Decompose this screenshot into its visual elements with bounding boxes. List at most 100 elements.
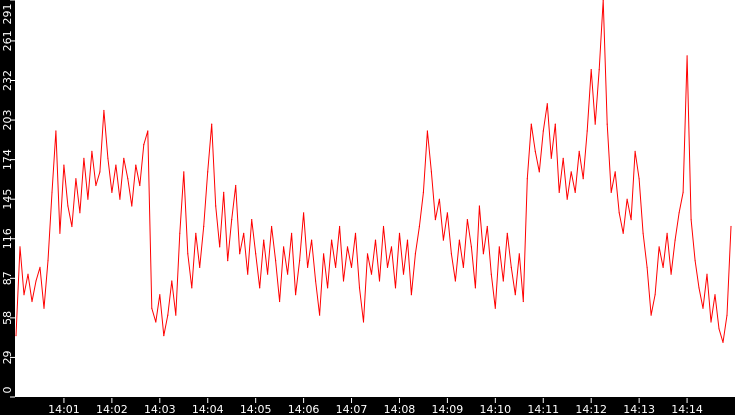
data-point <box>183 171 185 173</box>
data-point <box>714 294 716 296</box>
data-point <box>466 219 468 221</box>
data-point <box>410 294 412 296</box>
x-tick-label: 14:06 <box>288 403 320 415</box>
data-point <box>275 260 277 262</box>
plot-area <box>15 0 735 397</box>
x-axis: 14:01 14:02 14:03 14:04 14:05 14:06 14:07 14:08… <box>48 398 703 415</box>
data-point <box>39 266 41 268</box>
data-point <box>678 212 680 214</box>
data-point <box>530 123 532 125</box>
data-point <box>267 273 269 275</box>
data-point <box>143 144 145 146</box>
data-point <box>582 178 584 180</box>
y-tick-label: 0 <box>1 387 14 394</box>
data-point <box>271 225 273 228</box>
data-point <box>15 335 17 337</box>
data-point <box>346 246 349 248</box>
data-point <box>490 273 492 275</box>
data-point <box>47 260 49 262</box>
data-point <box>630 219 632 221</box>
data-point <box>51 191 53 193</box>
data-point <box>558 191 560 193</box>
data-point <box>55 130 57 132</box>
data-point <box>654 294 656 296</box>
data-point <box>83 157 85 159</box>
data-point <box>494 307 496 309</box>
data-point <box>227 260 229 262</box>
data-point <box>694 260 696 262</box>
data-point <box>339 225 341 228</box>
y-tick-label: 29 <box>1 350 14 364</box>
data-point <box>598 69 600 71</box>
data-point <box>303 212 305 214</box>
x-tick-label: 14:04 <box>192 403 224 415</box>
data-point <box>103 109 105 112</box>
data-point <box>634 150 636 152</box>
data-point <box>243 232 245 234</box>
data-point <box>255 253 257 255</box>
x-tick-label: 14:02 <box>96 403 128 415</box>
data-point <box>115 164 117 166</box>
data-point <box>546 103 548 105</box>
data-point <box>354 232 357 234</box>
data-point <box>19 246 21 248</box>
data-point <box>390 246 393 248</box>
x-tick-label: 14:01 <box>48 403 80 415</box>
data-point <box>574 191 576 193</box>
data-point <box>706 273 708 275</box>
y-tick-label: 203 <box>1 110 14 131</box>
data-point <box>31 300 33 303</box>
data-point <box>610 191 612 193</box>
data-point <box>163 335 165 337</box>
data-point <box>283 246 285 248</box>
y-tick-label: 58 <box>1 311 14 325</box>
data-point <box>59 232 61 234</box>
data-point <box>95 184 97 187</box>
data-point <box>79 212 81 214</box>
data-point <box>235 184 237 187</box>
data-point <box>534 150 536 152</box>
data-point <box>203 225 205 228</box>
data-point <box>434 219 436 221</box>
data-point <box>131 205 133 207</box>
data-point <box>171 280 173 282</box>
data-point <box>674 239 676 241</box>
data-point <box>335 266 337 268</box>
data-point <box>179 232 181 234</box>
data-point <box>27 273 29 275</box>
data-point <box>698 287 700 289</box>
data-point <box>223 191 225 193</box>
data-point <box>374 239 377 241</box>
data-point <box>422 191 424 193</box>
y-tick-label: 145 <box>1 189 14 210</box>
data-point <box>702 307 704 309</box>
x-tick-label: 14:10 <box>479 403 511 415</box>
data-point <box>207 171 209 173</box>
x-tick-label: 14:07 <box>336 403 368 415</box>
data-point <box>159 294 161 296</box>
data-point <box>718 328 720 330</box>
data-point <box>662 266 664 268</box>
x-tick-label: 14:13 <box>623 403 655 415</box>
data-point <box>123 157 125 159</box>
data-point <box>590 69 592 71</box>
data-point <box>682 191 684 193</box>
data-point <box>414 253 416 255</box>
data-point <box>730 225 732 228</box>
data-point <box>554 123 556 125</box>
y-tick-label: 291 <box>1 4 14 25</box>
data-point <box>342 280 345 282</box>
series-line <box>15 0 732 343</box>
data-point <box>366 253 369 255</box>
data-point <box>658 246 660 248</box>
data-point <box>211 123 213 125</box>
data-point <box>526 178 528 180</box>
data-point <box>135 164 137 166</box>
data-point <box>666 232 668 234</box>
data-point <box>446 212 448 214</box>
data-point <box>398 232 401 234</box>
data-point <box>378 280 381 282</box>
x-tick-label: 14:14 <box>671 403 703 415</box>
data-point <box>458 239 460 241</box>
